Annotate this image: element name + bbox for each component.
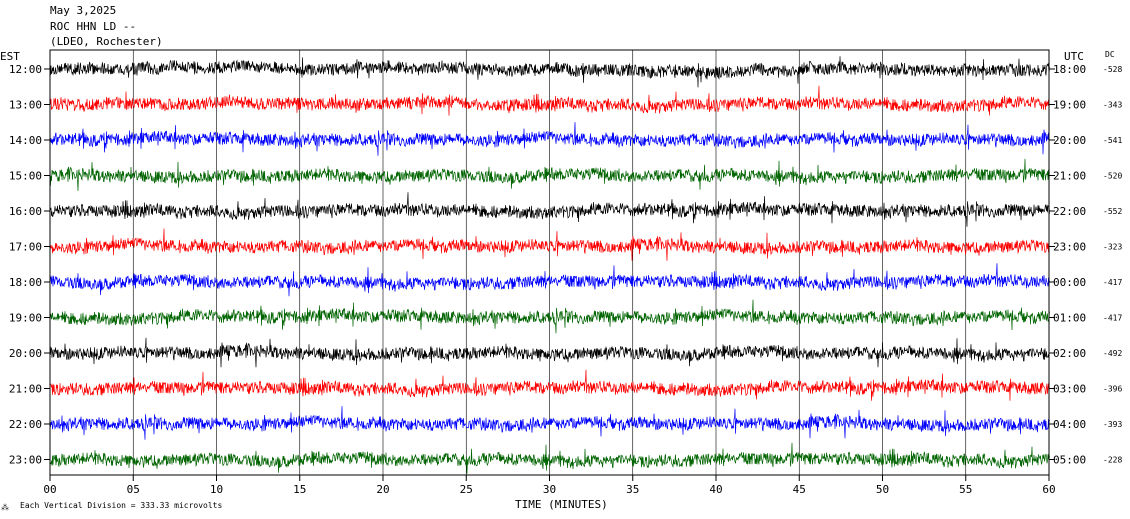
dc-offset-label: -552 <box>1103 207 1122 216</box>
utc-axis-label: UTC <box>1064 50 1084 63</box>
x-tick-label: 00 <box>43 483 56 496</box>
seismic-trace <box>49 442 1050 474</box>
utc-time-label: 22:00 <box>1053 205 1086 218</box>
dc-offset-label: -417 <box>1103 278 1122 287</box>
seismic-trace <box>49 85 1050 116</box>
scale-note: Each Vertical Division = 333.33 microvol… <box>20 501 222 510</box>
utc-time-label: 03:00 <box>1053 383 1086 396</box>
est-time-label: 18:00 <box>9 276 42 289</box>
trace-group <box>49 56 1050 474</box>
est-time-label: 19:00 <box>9 312 42 325</box>
est-time-label: 15:00 <box>9 170 42 183</box>
utc-time-label: 21:00 <box>1053 170 1086 183</box>
utc-time-label: 01:00 <box>1053 312 1086 325</box>
dc-offset-label: -492 <box>1103 349 1122 358</box>
x-tick-label: 10 <box>210 483 223 496</box>
grid-lines <box>44 50 1055 481</box>
est-time-label: 23:00 <box>9 454 42 467</box>
est-axis-label: EST <box>0 50 20 63</box>
header-station: ROC HHN LD -- <box>50 20 137 33</box>
header-network: (LDEO, Rochester) <box>50 35 163 48</box>
seismic-trace <box>49 369 1050 401</box>
dc-offset-label: -396 <box>1103 385 1122 394</box>
x-tick-label: 45 <box>793 483 806 496</box>
x-tick-label: 20 <box>376 483 389 496</box>
seismic-trace <box>49 192 1050 227</box>
dc-offset-label: -323 <box>1103 243 1122 252</box>
x-tick-label: 50 <box>876 483 889 496</box>
seismic-trace <box>49 122 1050 156</box>
dc-label: DC <box>1105 50 1115 59</box>
utc-time-label: 02:00 <box>1053 347 1086 360</box>
utc-time-label: 04:00 <box>1053 418 1086 431</box>
est-time-label: 16:00 <box>9 205 42 218</box>
dc-offset-label: -393 <box>1103 420 1122 429</box>
est-time-label: 14:00 <box>9 134 42 147</box>
utc-time-label: 00:00 <box>1053 276 1086 289</box>
x-tick-label: 60 <box>1042 483 1055 496</box>
x-axis-label: TIME (MINUTES) <box>515 498 608 511</box>
seismic-trace <box>49 158 1050 191</box>
header-date: May 3,2025 <box>50 4 117 17</box>
x-tick-label: 40 <box>709 483 722 496</box>
est-time-label: 21:00 <box>9 383 42 396</box>
est-time-label: 20:00 <box>9 347 42 360</box>
x-tick-label: 55 <box>959 483 972 496</box>
seismic-trace <box>49 263 1050 297</box>
dc-offset-label: -528 <box>1103 65 1122 74</box>
utc-time-label: 19:00 <box>1053 99 1086 112</box>
seismic-trace <box>49 337 1050 368</box>
x-tick-label: 30 <box>543 483 556 496</box>
dc-offset-label: -228 <box>1103 456 1122 465</box>
x-tick-label: 25 <box>460 483 473 496</box>
est-time-label: 12:00 <box>9 63 42 76</box>
est-time-label: 22:00 <box>9 418 42 431</box>
label-group: 00 05 10 15 20 25 30 35 40 45 50 55 60 12:00 18:00 -528… <box>9 63 1123 496</box>
utc-time-label: 05:00 <box>1053 454 1086 467</box>
utc-time-label: 20:00 <box>1053 134 1086 147</box>
plot-frame <box>49 49 1050 476</box>
utc-time-label: 23:00 <box>1053 241 1086 254</box>
dc-offset-label: -343 <box>1103 101 1122 110</box>
x-tick-label: 05 <box>127 483 140 496</box>
seismic-trace <box>49 228 1050 261</box>
seismic-trace <box>49 56 1050 88</box>
est-time-label: 17:00 <box>9 241 42 254</box>
utc-time-label: 18:00 <box>1053 63 1086 76</box>
scale-icon: ⁂ <box>1 503 9 512</box>
dc-offset-label: -541 <box>1103 136 1122 145</box>
est-time-label: 13:00 <box>9 99 42 112</box>
x-tick-label: 35 <box>626 483 639 496</box>
seismic-trace <box>49 299 1050 334</box>
x-tick-label: 15 <box>293 483 306 496</box>
seismic-trace <box>49 406 1050 440</box>
dc-offset-label: -417 <box>1103 314 1122 323</box>
dc-offset-label: -520 <box>1103 172 1122 181</box>
